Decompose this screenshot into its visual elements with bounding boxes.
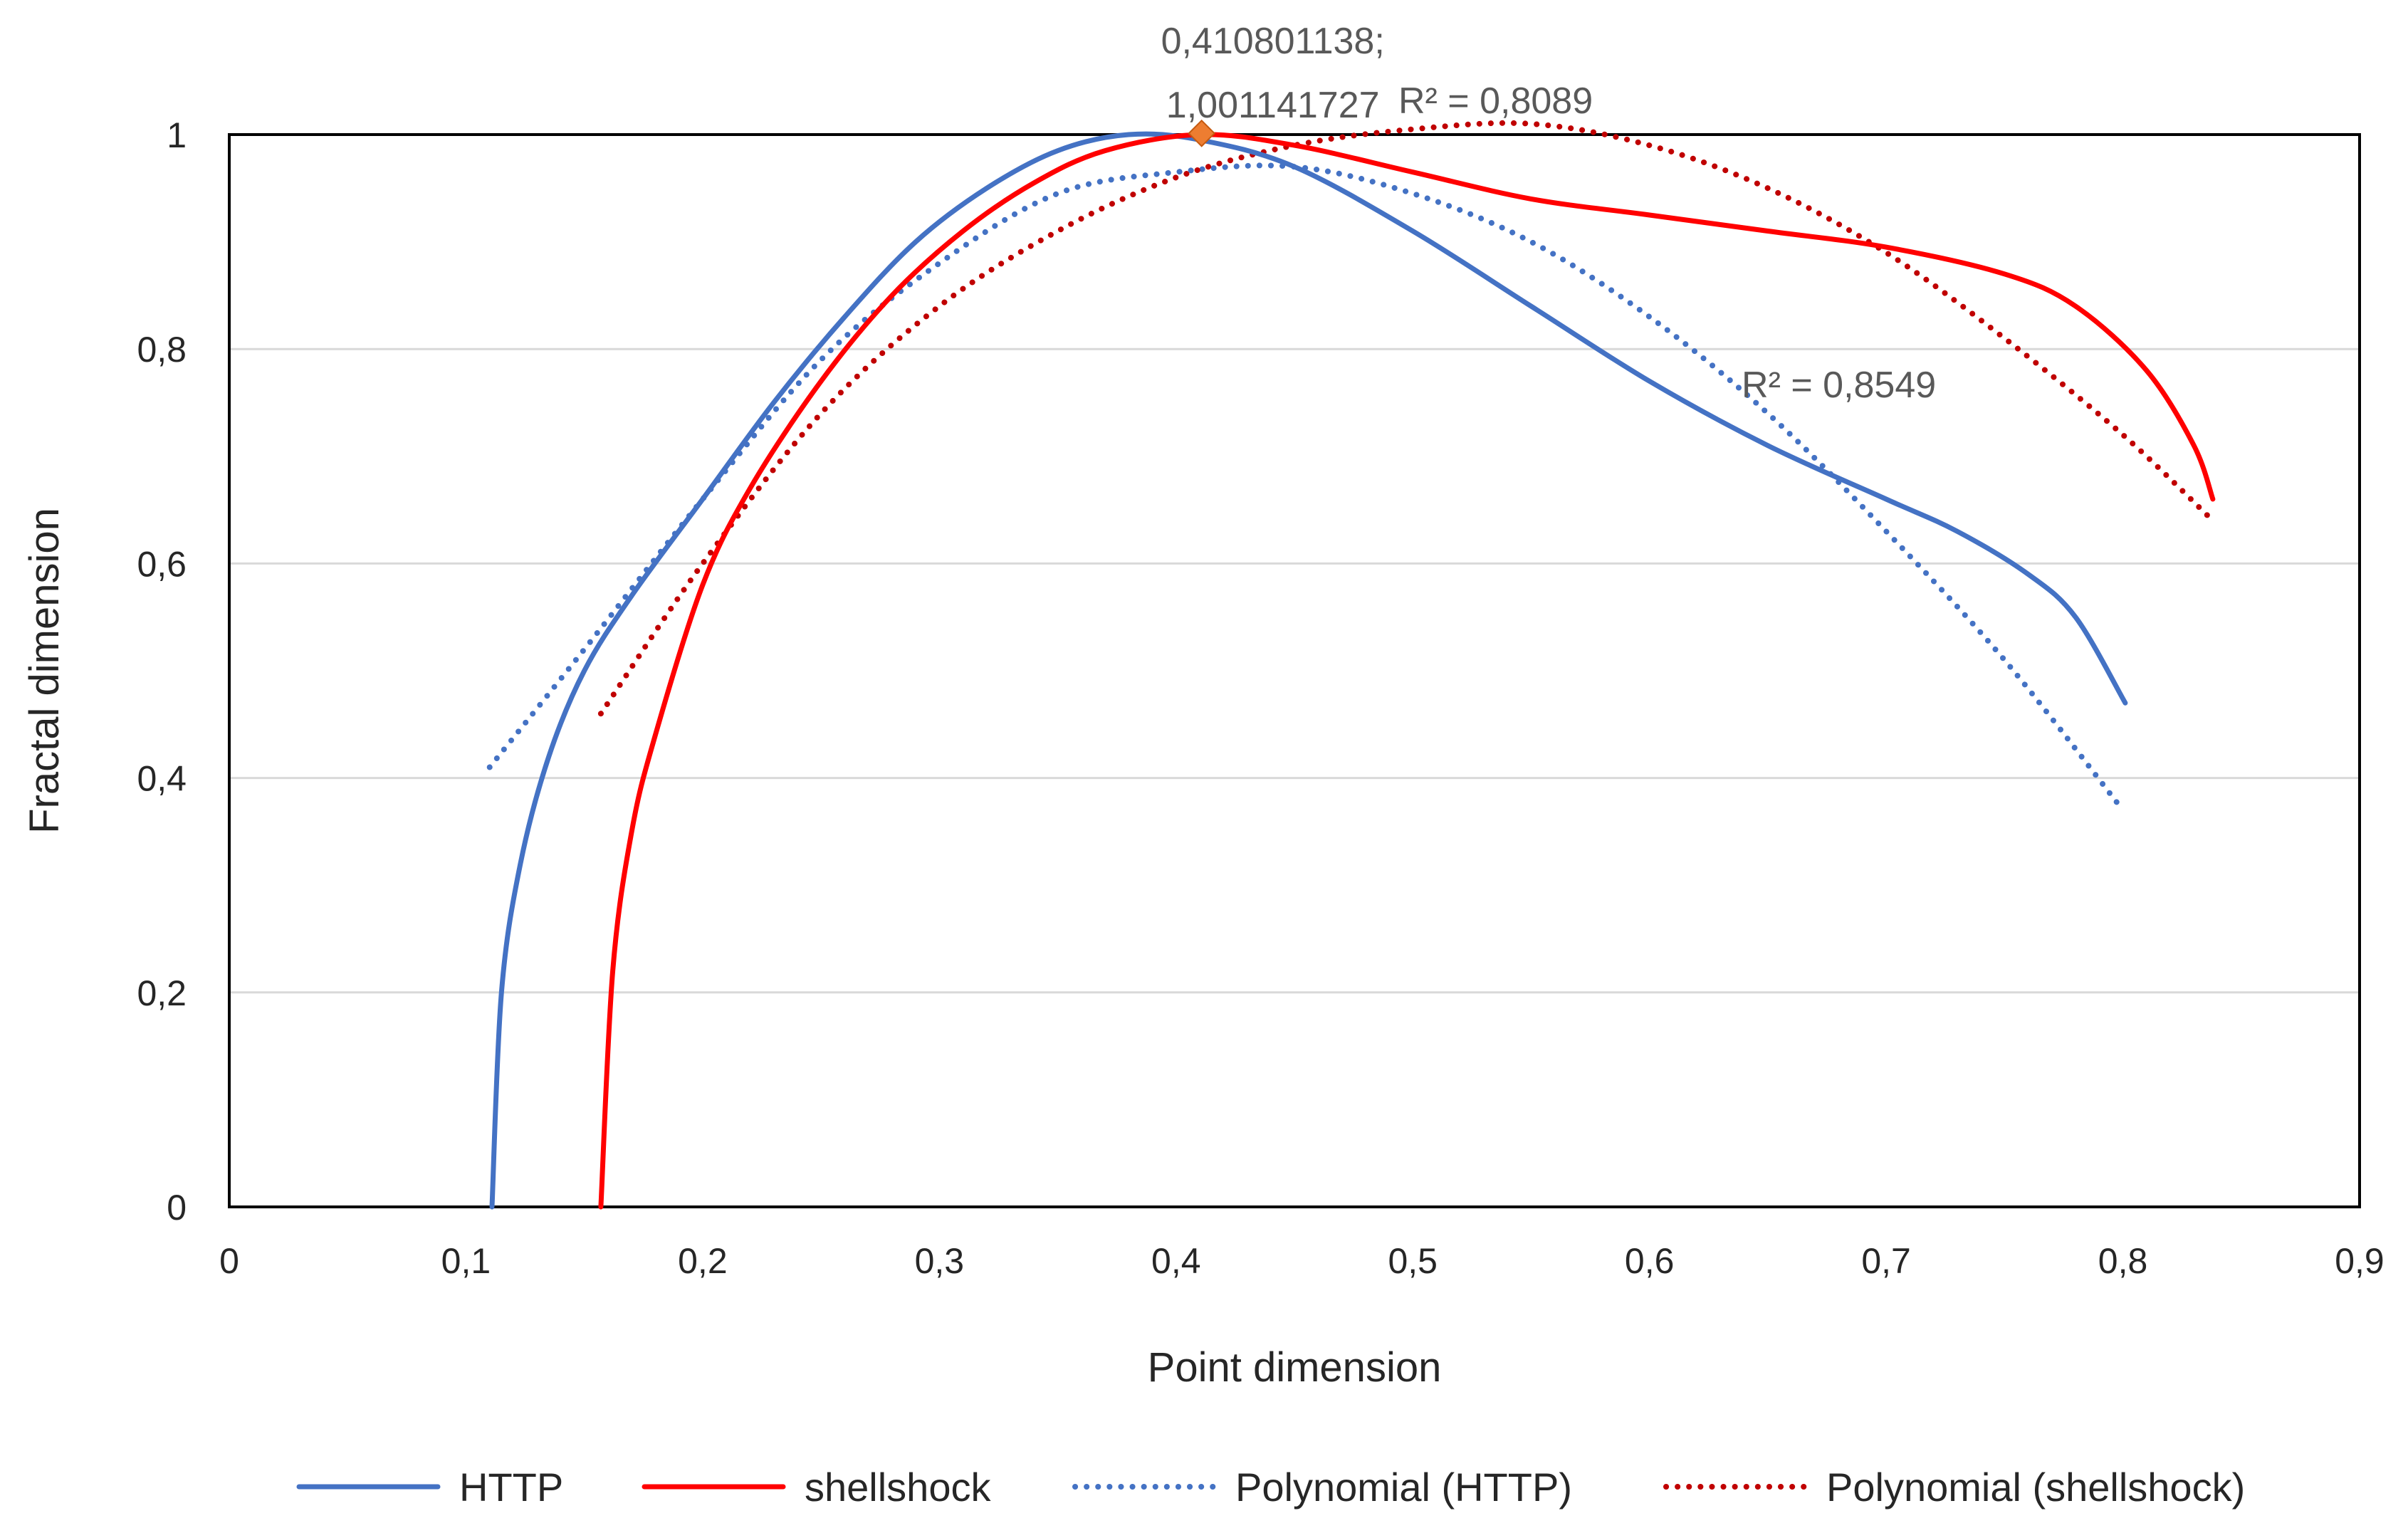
- legend-label: Polynomial (HTTP): [1235, 1465, 1572, 1510]
- x-axis-title: Point dimension: [1148, 1344, 1442, 1391]
- x-tick-label: 0,8: [2098, 1241, 2148, 1281]
- legend-label: shellshock: [805, 1465, 991, 1510]
- x-tick-label: 0,6: [1625, 1241, 1675, 1281]
- x-tick-label: 0,4: [1151, 1241, 1201, 1281]
- x-tick-label: 0,5: [1388, 1241, 1438, 1281]
- legend: HTTP shellshock Polynomial (HTTP) Polynomia…: [296, 1465, 2245, 1510]
- y-tick-label: 0,8: [137, 330, 187, 370]
- series-line-http: [489, 131, 2128, 1210]
- highlight-point-marker: [1188, 119, 1216, 147]
- annotations: 0,410801138; 1,001141727 R² = 0,8089 R² = 0…: [1161, 21, 1937, 406]
- highlight-point-label-x: 0,410801138;: [1161, 21, 1385, 62]
- x-tick-label: 0,1: [441, 1241, 491, 1281]
- x-tick-label: 0,9: [2335, 1241, 2385, 1281]
- y-tick-label: 0,6: [137, 544, 187, 584]
- y-tick-label: 0,4: [137, 759, 187, 799]
- series-line-shellshock: [598, 132, 2216, 1210]
- highlight-point-label-y: 1,001141727: [1166, 85, 1380, 126]
- series-layer: [486, 120, 2216, 1210]
- x-tick-label: 0,2: [678, 1241, 728, 1281]
- y-tick-label: 0: [167, 1188, 187, 1228]
- plot-area-frame: [228, 133, 2361, 1208]
- r-squared-label: R² = 0,8549: [1742, 365, 1936, 406]
- legend-label: Polynomial (shellshock): [1826, 1465, 2245, 1510]
- x-tick-label: 0,7: [1861, 1241, 1911, 1281]
- series-line-polynomial-http: [486, 162, 2126, 813]
- x-axis-ticks: 0 0,1 0,2 0,3 0,4 0,5 0,6 0,7 0,8 0,9: [219, 1241, 2385, 1281]
- y-tick-label: 1: [167, 115, 187, 155]
- x-tick-label: 0: [219, 1241, 239, 1281]
- y-axis-title: Fractal dimension: [21, 508, 68, 834]
- gridlines: [229, 133, 2360, 994]
- x-tick-label: 0,3: [915, 1241, 965, 1281]
- series-line-polynomial-shellshock: [597, 120, 2216, 717]
- legend-label: HTTP: [459, 1465, 563, 1510]
- y-axis-ticks: 0 0,2 0,4 0,6 0,8 1: [137, 115, 187, 1228]
- r-squared-label: R² = 0,8089: [1398, 80, 1593, 122]
- y-tick-label: 0,2: [137, 973, 187, 1013]
